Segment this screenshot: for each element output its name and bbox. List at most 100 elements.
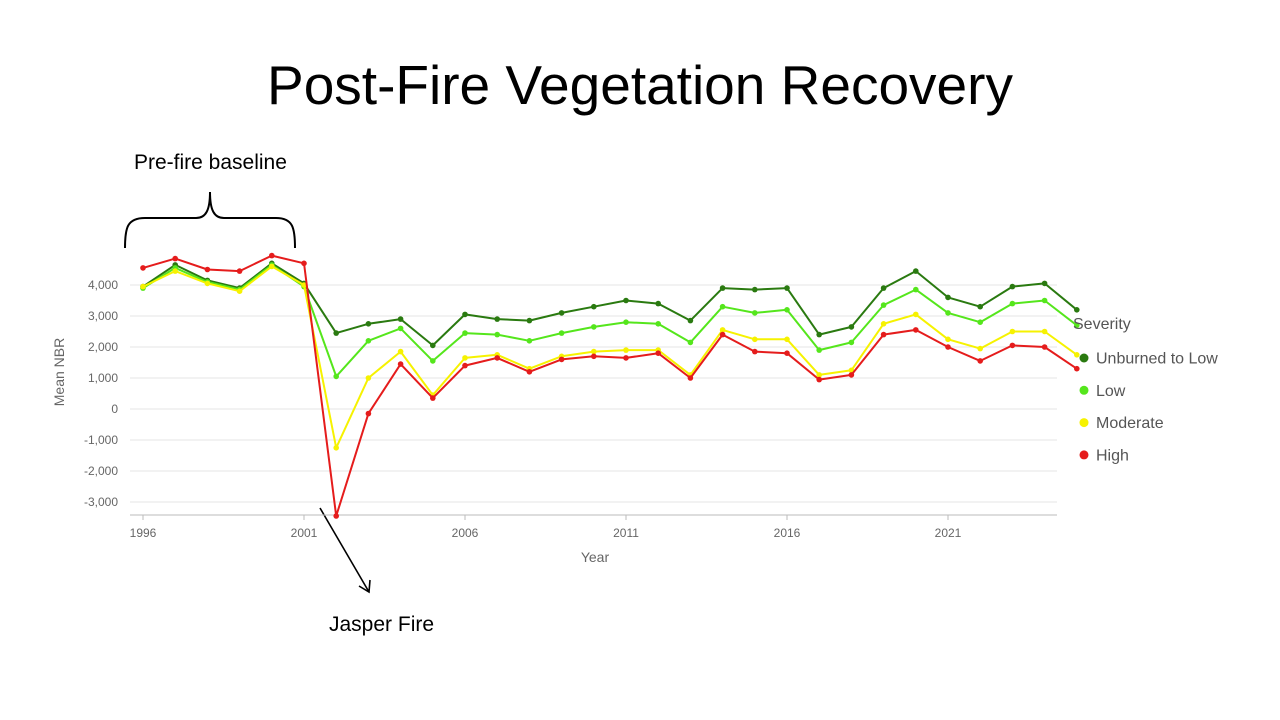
data-point-unburned-to-low — [558, 310, 565, 316]
data-point-high — [913, 327, 919, 333]
data-point-low — [848, 339, 855, 346]
data-point-moderate — [945, 336, 951, 343]
data-point-unburned-to-low — [494, 316, 501, 322]
data-point-moderate — [397, 348, 404, 355]
data-point-high — [526, 369, 533, 375]
y-tick-label: -2,000 — [84, 464, 118, 478]
data-point-high — [591, 353, 597, 360]
slide-title: Post-Fire Vegetation Recovery — [267, 54, 1013, 116]
data-point-moderate — [333, 445, 340, 451]
data-point-moderate — [816, 372, 822, 378]
data-point-high — [1074, 365, 1080, 372]
y-tick-label: -3,000 — [84, 495, 118, 509]
y-axis-title: Mean NBR — [51, 338, 67, 406]
data-point-low — [462, 330, 468, 336]
data-point-high — [397, 361, 404, 367]
data-point-low — [816, 347, 822, 353]
data-point-low — [687, 339, 694, 346]
data-point-high — [816, 376, 822, 383]
data-point-moderate — [880, 321, 887, 327]
data-point-low — [623, 319, 629, 326]
data-point-high — [365, 410, 372, 417]
data-point-high — [719, 331, 726, 338]
data-point-high — [977, 358, 983, 364]
data-point-moderate — [204, 280, 211, 287]
data-point-unburned-to-low — [1041, 280, 1048, 287]
x-tick-label: 2001 — [291, 526, 318, 540]
legend-marker-low[interactable] — [1079, 385, 1089, 395]
legend-label-unburned-to-low[interactable]: Unburned to Low — [1096, 351, 1218, 368]
data-point-high — [848, 372, 855, 378]
legend-label-moderate[interactable]: Moderate — [1096, 415, 1164, 432]
data-point-low — [397, 325, 404, 332]
data-point-unburned-to-low — [784, 285, 790, 291]
data-point-moderate — [623, 347, 629, 353]
legend-label-high[interactable]: High — [1096, 447, 1129, 464]
series-line-moderate — [142, 265, 1078, 449]
data-point-moderate — [913, 311, 919, 318]
data-point-low — [1041, 297, 1048, 304]
data-point-low — [494, 331, 501, 338]
x-tick-label: 2021 — [935, 526, 962, 540]
y-tick-label: 3,000 — [88, 309, 118, 323]
legend-marker-unburned-to-low[interactable] — [1079, 353, 1089, 363]
data-point-high — [1041, 344, 1048, 350]
data-point-high — [558, 356, 565, 363]
data-point-high — [204, 266, 211, 273]
grid-lines — [130, 284, 1057, 503]
series-line-low — [142, 263, 1078, 378]
data-point-high — [462, 362, 468, 369]
data-point-low — [977, 319, 983, 326]
data-point-low — [719, 303, 726, 310]
legend-marker-moderate[interactable] — [1079, 418, 1089, 428]
data-point-unburned-to-low — [719, 285, 726, 291]
data-point-moderate — [172, 268, 178, 274]
data-point-high — [1009, 342, 1016, 349]
data-point-unburned-to-low — [880, 285, 887, 291]
baseline-brace — [124, 191, 296, 249]
data-point-high — [784, 350, 790, 357]
series-line-unburned-to-low — [142, 262, 1078, 347]
y-tick-label: 2,000 — [88, 340, 118, 354]
data-point-moderate — [365, 375, 372, 381]
y-tick-label: 4,000 — [88, 278, 118, 292]
data-point-moderate — [784, 336, 790, 343]
data-point-unburned-to-low — [945, 294, 951, 301]
data-point-unburned-to-low — [913, 268, 919, 274]
data-point-high — [236, 268, 243, 274]
data-point-unburned-to-low — [655, 300, 661, 307]
y-tick-label: -1,000 — [84, 433, 118, 447]
data-point-high — [752, 348, 758, 355]
data-point-high — [945, 344, 951, 350]
y-tick-label: 0 — [111, 402, 118, 416]
data-point-low — [1074, 322, 1080, 329]
data-point-low — [880, 302, 887, 308]
data-point-unburned-to-low — [1074, 307, 1080, 313]
legend-label-low[interactable]: Low — [1096, 383, 1126, 400]
data-point-unburned-to-low — [1009, 283, 1016, 290]
x-tick-label: 2016 — [774, 526, 801, 540]
data-point-high — [301, 260, 307, 267]
legend-title: Severity — [1073, 316, 1131, 333]
data-point-high — [623, 355, 629, 361]
data-point-unburned-to-low — [462, 311, 468, 318]
x-axis-title: Year — [581, 549, 610, 565]
legend-marker-high[interactable] — [1079, 450, 1089, 460]
data-point-unburned-to-low — [430, 342, 436, 349]
series-lines — [140, 252, 1080, 519]
data-point-moderate — [591, 348, 597, 355]
data-point-low — [913, 286, 919, 293]
data-point-low — [430, 358, 436, 364]
legend: Severity Unburned to Low Low Moderate High — [1073, 316, 1218, 464]
data-point-moderate — [301, 282, 307, 288]
data-point-high — [140, 265, 146, 271]
data-point-unburned-to-low — [623, 297, 629, 304]
data-point-unburned-to-low — [848, 324, 855, 330]
x-tick-label: 1996 — [130, 526, 157, 540]
data-point-unburned-to-low — [591, 303, 597, 310]
data-point-high — [687, 375, 694, 381]
fire-arrow-head — [358, 579, 371, 594]
data-point-high — [333, 513, 340, 519]
data-point-unburned-to-low — [333, 330, 340, 336]
data-point-low — [591, 324, 597, 330]
